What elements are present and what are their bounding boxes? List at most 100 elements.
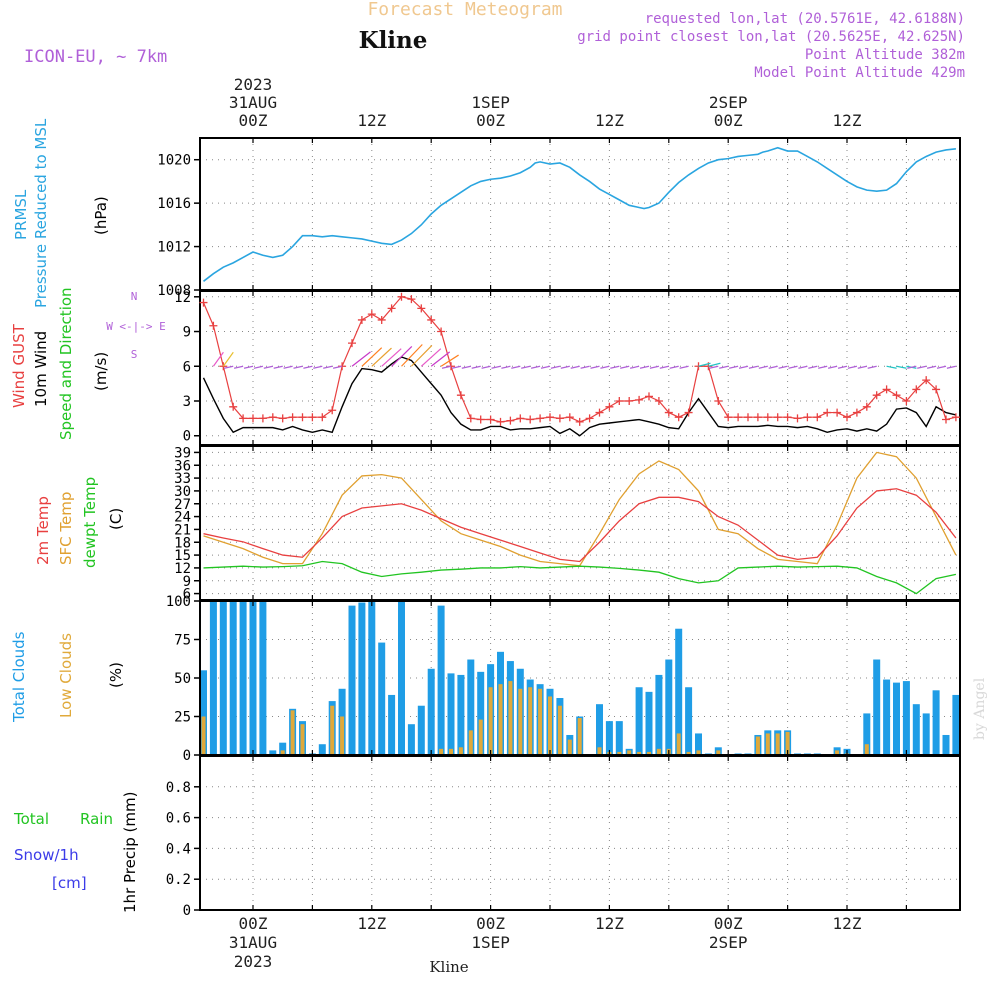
wind10m-line: [202, 356, 957, 437]
wind-arrow: [570, 365, 580, 369]
bottom-time-label: 2SEP: [709, 933, 748, 952]
wind-arrow: [896, 365, 907, 369]
wind-arrow: [768, 365, 778, 369]
bottom-time-label: 12Z: [357, 914, 386, 933]
gust-marker: [486, 415, 495, 424]
model-altitude: Model Point Altitude 429m: [754, 65, 965, 81]
low-clouds-bar: [518, 688, 523, 755]
bottom-time-label: 12Z: [833, 914, 862, 933]
gust-marker: [565, 413, 574, 422]
wind-arrow: [778, 365, 788, 369]
temp2m-label: 2m Temp: [34, 496, 52, 565]
low-clouds-bar: [755, 736, 760, 755]
wind-arrow: [361, 347, 383, 367]
bottom-time-label: 00Z: [714, 914, 743, 933]
top-time-label: 2023: [234, 75, 273, 94]
total-clouds-bar: [655, 674, 663, 755]
low-clouds-bar: [765, 733, 770, 755]
wind-arrow: [263, 365, 273, 369]
gust-marker: [882, 385, 891, 394]
gust-marker: [942, 415, 950, 424]
wind-arrow: [303, 365, 313, 369]
wind-arrow: [709, 365, 719, 369]
low-clouds-bar: [538, 688, 543, 755]
gust-marker: [773, 413, 782, 422]
gust-marker: [684, 408, 693, 417]
total-clouds-bar: [912, 704, 920, 755]
panel-frame: [199, 755, 961, 911]
low-clouds-bar: [478, 719, 483, 755]
wind-arrow: [471, 365, 481, 369]
panel-clouds: 0 25 50 75 100: [166, 594, 961, 764]
top-time-label: 31AUG: [229, 93, 277, 112]
wind-arrow: [808, 365, 818, 369]
total-clouds-bar: [219, 601, 227, 755]
low-clouds-bar: [617, 751, 622, 755]
low-clouds-bar: [548, 696, 552, 755]
y-tick-label: 0: [183, 903, 191, 919]
low-clouds-bar: [557, 705, 562, 755]
total-clouds-bar: [417, 705, 425, 755]
wind-arrow: [847, 365, 858, 369]
low-clouds-bar: [716, 750, 721, 755]
gust-marker: [288, 413, 297, 422]
location-title: Kline: [359, 27, 428, 54]
wind-arrow: [540, 365, 551, 369]
total-clouds-bar: [645, 691, 653, 755]
y-tick-label: 50: [174, 671, 191, 687]
bottom-time-label: 12Z: [595, 914, 624, 933]
wind-arrow: [738, 365, 749, 369]
total-clouds-bar: [348, 605, 356, 755]
wind-arrow: [253, 365, 264, 369]
panel-precip: 0 0.2 0.4 0.6 0.8: [166, 755, 961, 919]
wind-arrow: [501, 365, 511, 369]
total-clouds-bar: [893, 682, 900, 755]
total-clouds-bar: [398, 601, 405, 755]
compass-s: S: [131, 348, 138, 361]
y-tick-label: 0: [183, 429, 191, 445]
gust-marker: [298, 413, 307, 422]
total-clouds-bar: [427, 668, 435, 755]
low-clouds-bar: [775, 733, 780, 755]
wind-arrow: [758, 365, 768, 369]
low-clouds-bar: [488, 687, 493, 755]
total-clouds-bar: [873, 659, 881, 755]
gust-marker: [635, 395, 644, 404]
precip-total-label: Total: [13, 810, 49, 828]
wind-arrow: [600, 365, 610, 369]
total-clouds-bar: [477, 671, 485, 755]
gust-marker: [803, 413, 812, 422]
gust-marker: [239, 414, 248, 423]
pressure-unit: (hPa): [92, 196, 110, 235]
wind-arrow: [679, 365, 689, 369]
gust-marker: [595, 408, 604, 417]
total-clouds-bar: [437, 605, 445, 755]
wind-arrow: [946, 365, 957, 369]
total-clouds-bar: [675, 628, 683, 755]
total-clouds-bar: [229, 601, 237, 755]
wind-arrow: [461, 365, 471, 369]
gust-marker: [615, 397, 624, 405]
chart-title: Forecast Meteogram: [367, 0, 562, 20]
gust-marker: [407, 295, 416, 304]
wind-arrow: [580, 365, 590, 369]
wind-arrow: [440, 354, 459, 367]
gust-marker: [833, 408, 842, 417]
pressure-label: Pressure Reduced to MSL: [32, 118, 50, 308]
total-clouds-bar: [407, 724, 415, 755]
gust-marker: [951, 413, 960, 422]
footer-location: Kline: [429, 958, 468, 976]
low-clouds-bar: [280, 750, 285, 755]
wind-arrow: [837, 365, 848, 369]
gust-marker: [249, 414, 257, 423]
gust-marker: [555, 414, 564, 423]
low-clouds-bar: [696, 750, 701, 755]
total-clouds-bar: [883, 679, 891, 755]
wind-arrow: [798, 365, 808, 369]
gust-marker: [377, 315, 386, 324]
y-tick-label: 0.6: [166, 811, 191, 827]
low-clouds-bar: [508, 681, 513, 755]
wind-arrow: [936, 365, 947, 369]
y-tick-label: 0.2: [166, 872, 191, 888]
